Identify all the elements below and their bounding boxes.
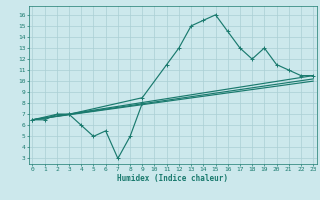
X-axis label: Humidex (Indice chaleur): Humidex (Indice chaleur) [117, 174, 228, 183]
